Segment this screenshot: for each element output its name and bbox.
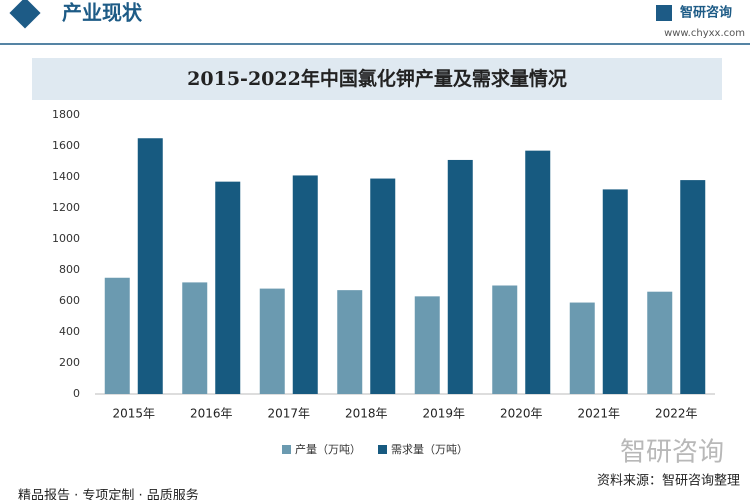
y-tick-label: 0 xyxy=(73,387,80,400)
bar xyxy=(569,302,595,394)
x-tick-label: 2022年 xyxy=(655,407,698,421)
slogan: 精品报告 · 专项定制 · 品质服务 xyxy=(18,488,199,501)
bar xyxy=(525,150,551,394)
bar xyxy=(137,138,163,394)
title-band xyxy=(32,58,722,100)
x-tick-label: 2015年 xyxy=(112,407,155,421)
bar xyxy=(414,296,440,394)
y-tick-label: 1000 xyxy=(52,232,80,245)
chart-title: 2015-2022年中国氯化钾产量及需求量情况 xyxy=(187,67,567,90)
legend-label: 产量（万吨） xyxy=(295,442,361,456)
y-tick-label: 600 xyxy=(59,294,80,307)
footer-logo: 智研咨询 xyxy=(620,438,724,468)
legend-label: 需求量（万吨） xyxy=(391,443,468,456)
x-tick-label: 2017年 xyxy=(267,407,310,421)
logo-url: www.chyxx.com xyxy=(664,28,745,39)
bar xyxy=(602,189,628,394)
x-tick-label: 2020年 xyxy=(500,407,543,421)
x-tick-label: 2016年 xyxy=(190,407,233,421)
bar xyxy=(104,277,130,394)
legend-swatch xyxy=(282,445,291,454)
bar xyxy=(259,288,285,394)
bar xyxy=(182,282,208,394)
bar xyxy=(292,175,318,394)
bar xyxy=(215,181,241,394)
y-tick-label: 800 xyxy=(59,263,80,276)
section-title: 产业现状 xyxy=(62,1,143,25)
source-note: 资料来源：智研咨询整理 xyxy=(597,474,740,489)
y-tick-label: 1200 xyxy=(52,201,80,214)
x-tick-label: 2018年 xyxy=(345,407,388,421)
bar xyxy=(370,178,396,394)
y-tick-label: 1800 xyxy=(52,108,80,121)
x-tick-label: 2021年 xyxy=(577,407,620,421)
bar xyxy=(337,290,363,394)
bar xyxy=(647,291,673,394)
bar xyxy=(680,180,706,394)
y-tick-label: 1600 xyxy=(52,139,80,152)
x-tick-label: 2019年 xyxy=(422,407,465,421)
header-icon xyxy=(9,0,41,29)
bar xyxy=(447,159,473,394)
logo-icon xyxy=(656,5,672,21)
y-tick-label: 400 xyxy=(59,325,80,338)
logo-name: 智研咨询 xyxy=(680,5,732,21)
legend-swatch xyxy=(378,445,387,454)
y-tick-label: 200 xyxy=(59,356,80,369)
y-tick-label: 1400 xyxy=(52,170,80,183)
bar xyxy=(492,285,518,394)
